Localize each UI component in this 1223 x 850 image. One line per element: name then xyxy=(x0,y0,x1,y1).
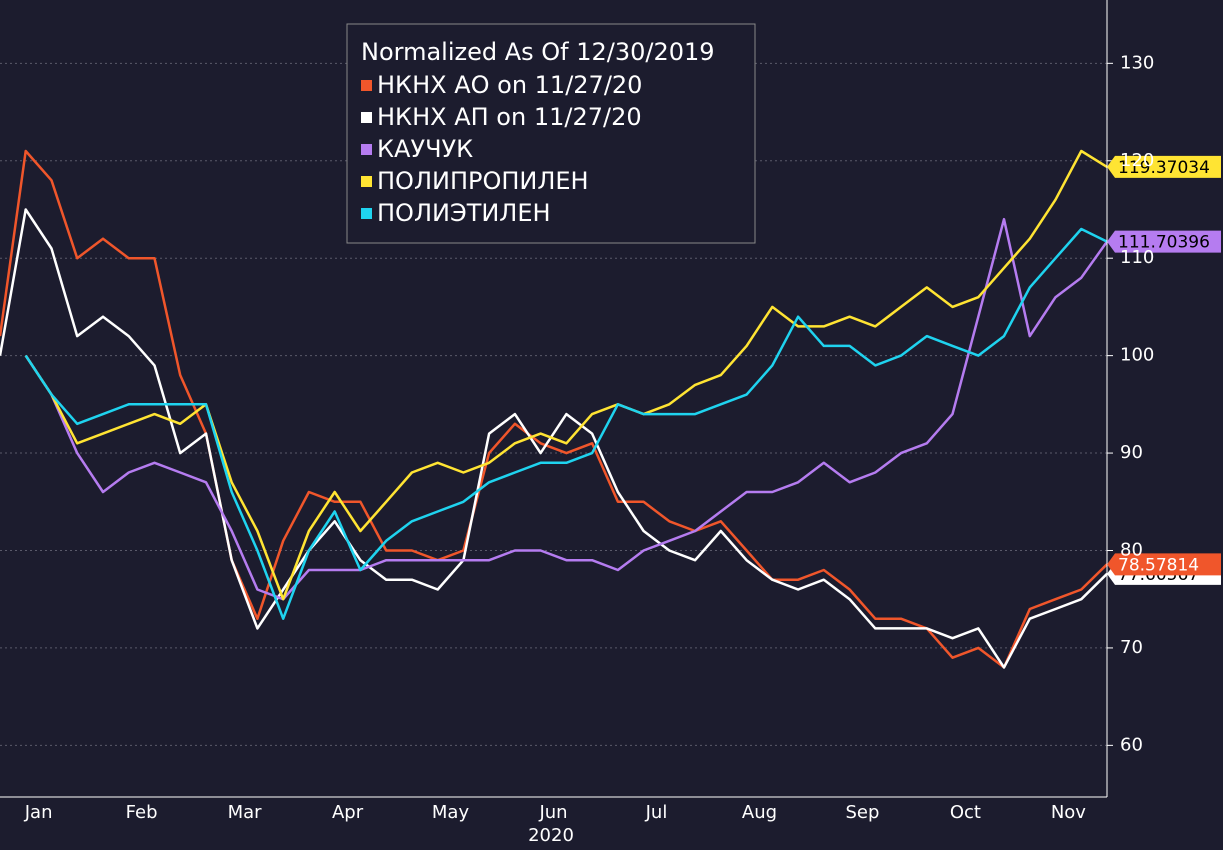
legend: НКНХ АО on 11/27/20 НКНХ АП on 11/27/20 КА… xyxy=(361,71,642,227)
x-tick-label: Sep xyxy=(845,802,879,823)
y-tick-label: 110 xyxy=(1120,247,1154,268)
x-axis-label: 2020 xyxy=(528,825,574,846)
legend-box xyxy=(346,23,756,244)
last-value-label: 119.37034 xyxy=(1118,158,1210,178)
y-tick-label: 80 xyxy=(1120,539,1143,560)
legend-swatch xyxy=(361,176,372,187)
x-tick-label: Aug xyxy=(742,802,777,823)
legend-label: НКНХ АП on 11/27/20 xyxy=(377,103,642,131)
x-tick-label: Jun xyxy=(538,802,567,823)
series-line xyxy=(0,208,1108,669)
last-value-box xyxy=(1107,230,1221,253)
x-tick-label: Feb xyxy=(126,802,158,823)
x-tick-label: Oct xyxy=(950,802,981,823)
x-tick-label: Jul xyxy=(645,802,668,823)
lines xyxy=(0,149,1109,669)
legend-label: ПОЛИПРОПИЛЕН xyxy=(377,167,589,195)
x-tick-label: Nov xyxy=(1051,802,1086,823)
last-value-box xyxy=(1107,553,1221,576)
y-tick-label: 100 xyxy=(1120,345,1154,366)
legend-label: КАУЧУК xyxy=(377,135,473,163)
x-tick-label: Mar xyxy=(228,802,263,823)
legend-swatch xyxy=(361,144,372,155)
series-line xyxy=(24,217,1109,601)
legend-swatch xyxy=(361,208,372,219)
x-tick-label: Apr xyxy=(332,802,364,823)
y-tick-label: 60 xyxy=(1120,734,1143,755)
legend-swatch xyxy=(361,80,372,91)
x-tick-label: May xyxy=(432,802,470,823)
legend-title: Normalized As Of 12/30/2019 xyxy=(361,38,715,66)
series-line xyxy=(0,149,1108,669)
y-tick-label: 120 xyxy=(1120,150,1154,171)
last-value-label: 111.70396 xyxy=(1118,233,1210,253)
legend-label: ПОЛИЭТИЛЕН xyxy=(377,199,551,227)
series-line xyxy=(24,227,1108,620)
y-tick-label: 90 xyxy=(1120,442,1143,463)
last-value-box xyxy=(1107,155,1221,178)
legend-swatch xyxy=(361,112,372,123)
x-tick-label: Jan xyxy=(24,802,53,823)
y-tick-label: 130 xyxy=(1120,52,1154,73)
last-value-label: 78.57814 xyxy=(1118,555,1199,575)
legend-label: НКНХ АО on 11/27/20 xyxy=(377,71,642,99)
y-tick-label: 70 xyxy=(1120,637,1143,658)
